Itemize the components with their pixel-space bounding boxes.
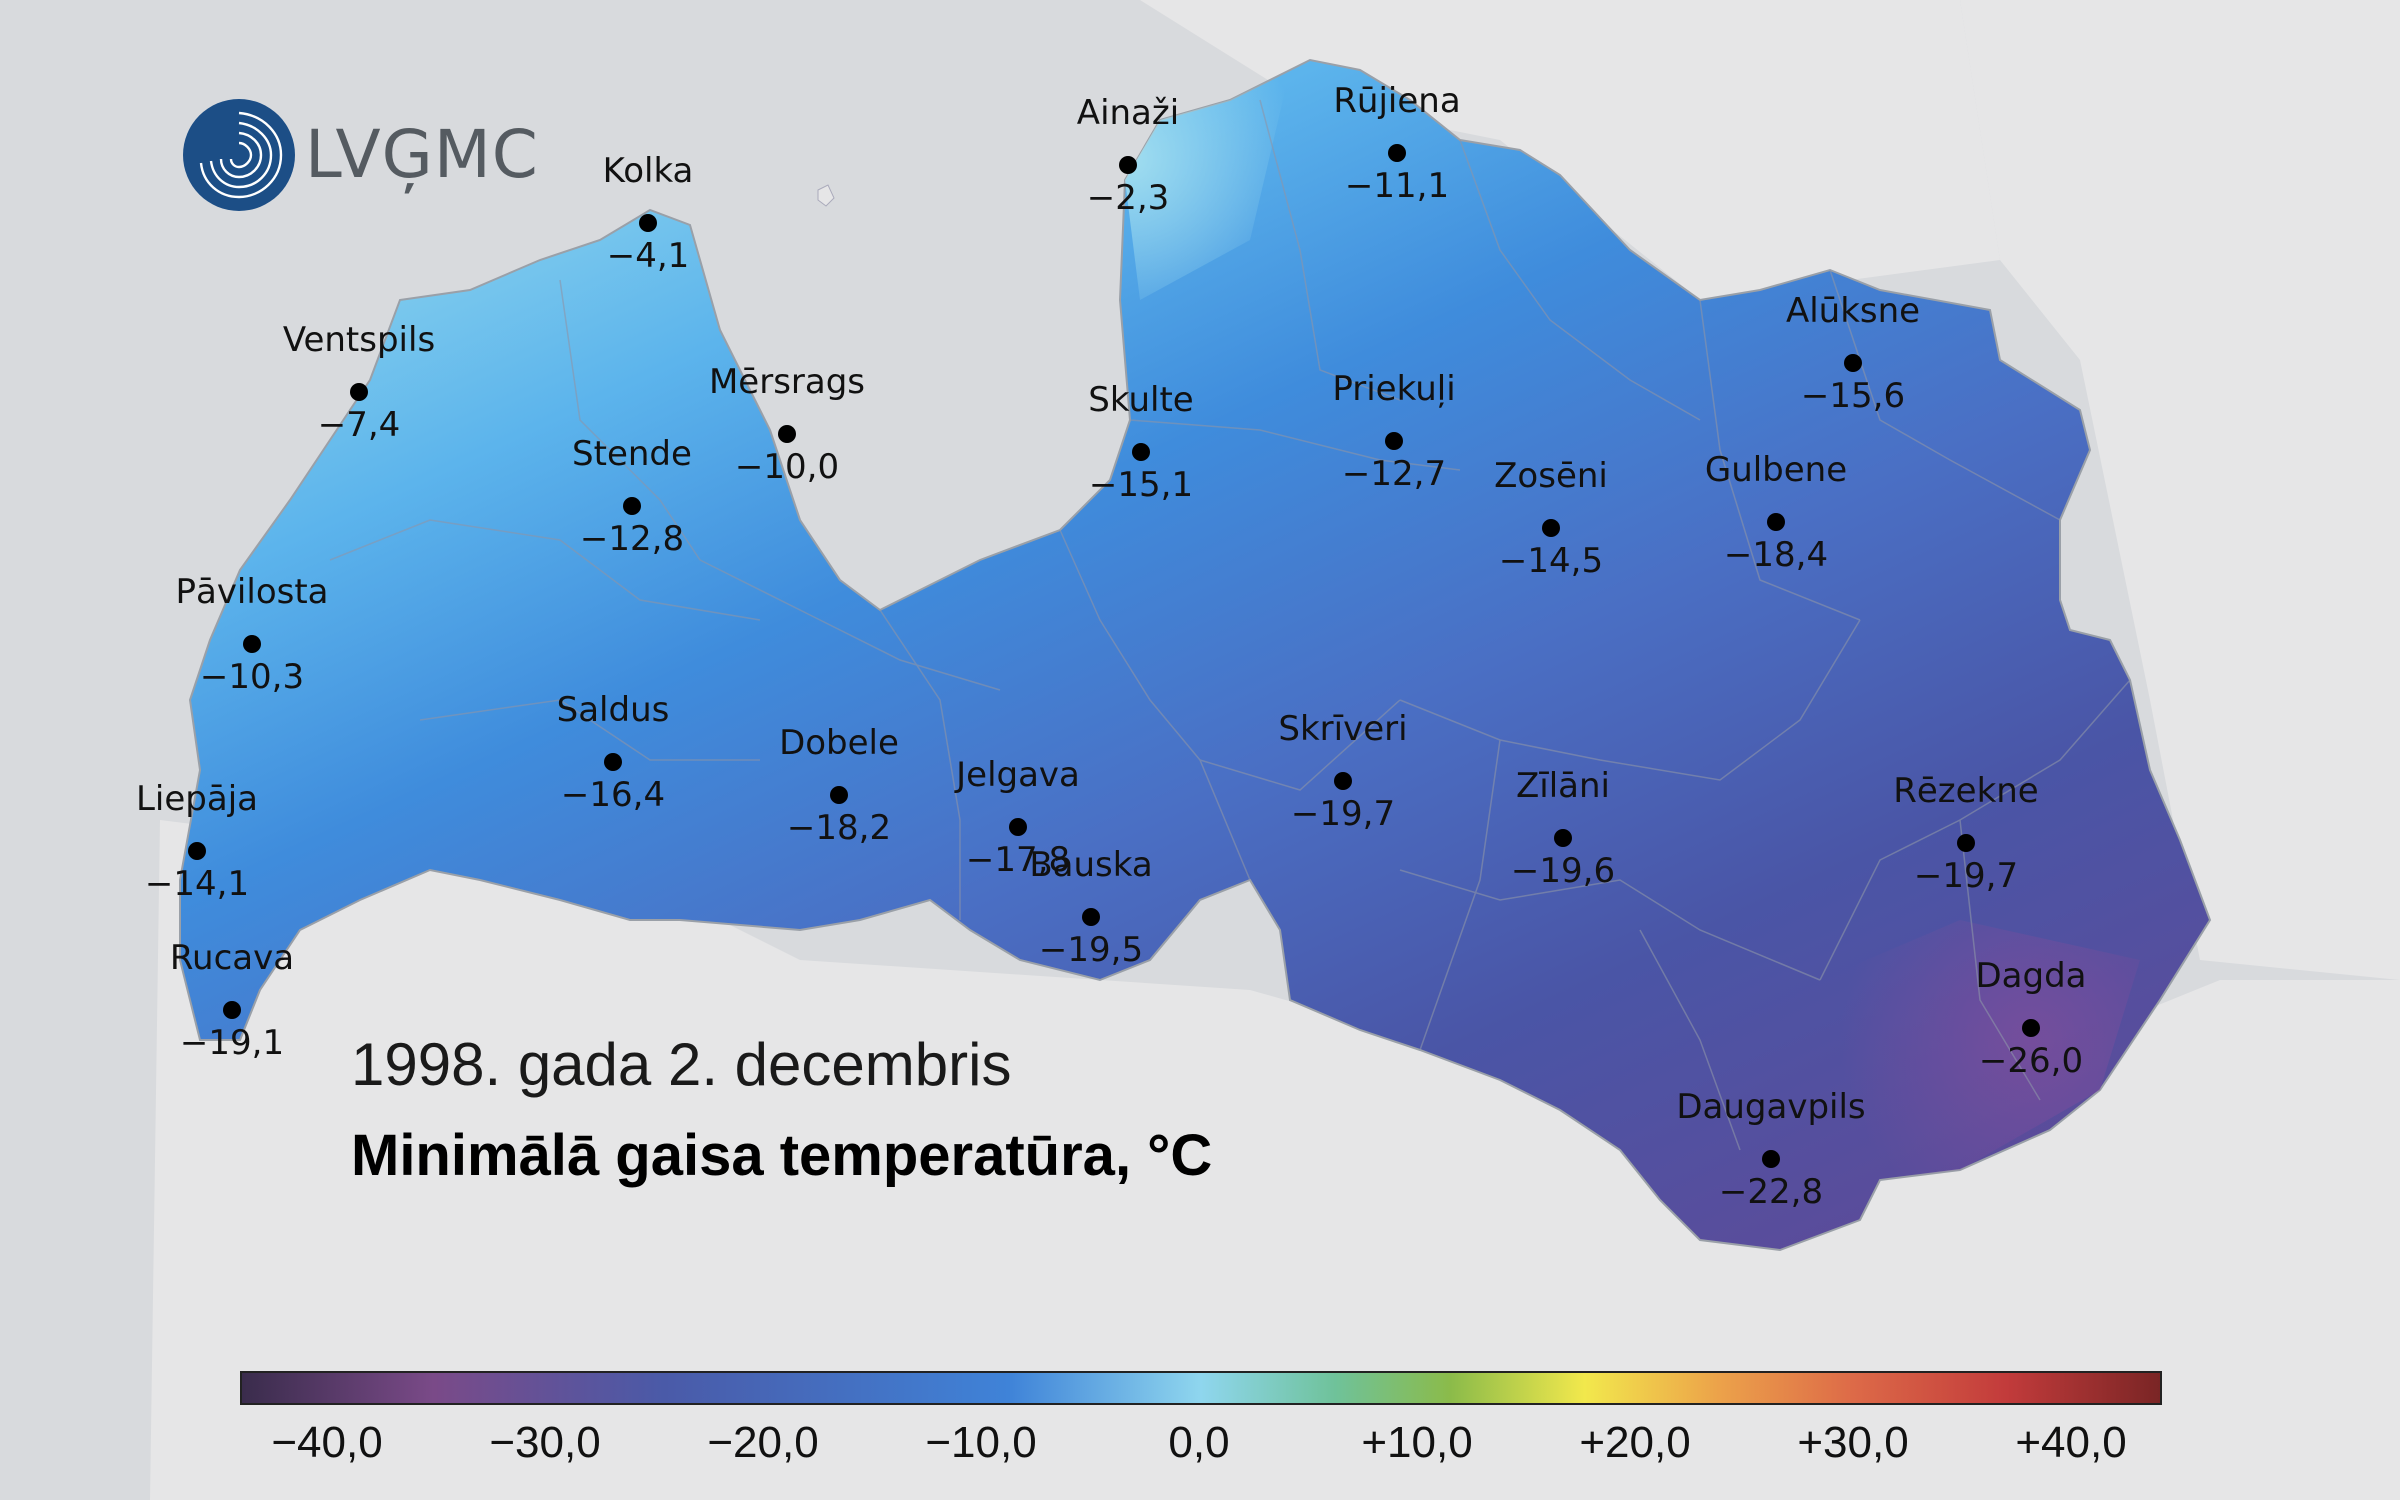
station-name: Dagda	[1975, 956, 2087, 996]
scale-tick-label: −30,0	[489, 1418, 601, 1467]
station-dot-icon	[1082, 908, 1100, 926]
station-dot-icon	[1334, 772, 1352, 790]
station-dot-icon	[1009, 818, 1027, 836]
station-dot-icon	[830, 786, 848, 804]
station-name: Stende	[572, 434, 692, 474]
scale-tick-label: −20,0	[707, 1418, 819, 1467]
station-temperature: −10,0	[734, 447, 840, 487]
station-name: Gulbene	[1704, 450, 1848, 490]
station-dot-icon	[1767, 513, 1785, 531]
station-name: Skulte	[1088, 380, 1194, 420]
station-temperature: −19,1	[179, 1023, 285, 1063]
station-name: Rūjiena	[1333, 81, 1461, 121]
station-name: Pāvilosta	[175, 572, 329, 612]
station-temperature: −22,8	[1718, 1172, 1824, 1212]
scale-tick-label: −10,0	[925, 1418, 1037, 1467]
municipality-borders	[329, 99, 2131, 1151]
station-temperature: −14,5	[1498, 541, 1604, 581]
station-dot-icon	[1554, 829, 1572, 847]
station-dot-icon	[2022, 1019, 2040, 1037]
station-name: Skrīveri	[1278, 709, 1408, 749]
station-dot-icon	[1385, 432, 1403, 450]
station-name: Bauska	[1029, 845, 1153, 885]
scale-tick-label: −40,0	[271, 1418, 383, 1467]
temperature-color-scale	[240, 1371, 2162, 1405]
station-dot-icon	[223, 1001, 241, 1019]
scale-tick-label: +20,0	[1579, 1418, 1691, 1467]
station-temperature: −15,1	[1088, 465, 1194, 505]
station-dot-icon	[1957, 834, 1975, 852]
logo-waves-icon	[199, 111, 283, 198]
station-temperature: −4,1	[606, 236, 690, 276]
station-dot-icon	[778, 425, 796, 443]
station-temperature: −14,1	[144, 864, 250, 904]
scale-tick-label: +40,0	[2015, 1418, 2127, 1467]
station-temperature: −12,7	[1341, 454, 1447, 494]
station-name: Rucava	[169, 938, 295, 978]
station-temperature: −19,7	[1290, 794, 1396, 834]
station-dot-icon	[1388, 144, 1406, 162]
scale-tick-label: +10,0	[1361, 1418, 1473, 1467]
station-dot-icon	[1542, 519, 1560, 537]
station-temperature: −26,0	[1978, 1041, 2084, 1081]
latvia-shape	[179, 58, 2212, 1252]
map-date: 1998. gada 2. decembris	[351, 1031, 1012, 1098]
neighbouring-land	[150, 820, 2400, 1500]
warm-coast-shading	[1125, 70, 1290, 300]
station-name: Kolka	[602, 151, 694, 191]
station-dot-icon	[623, 497, 641, 515]
station-name: Dobele	[779, 723, 899, 763]
logo-text: LVĢMC	[305, 116, 539, 193]
station-temperature: −16,4	[560, 775, 666, 815]
station-temperature: −12,8	[579, 519, 685, 559]
station-temperature: −19,5	[1038, 930, 1144, 970]
island	[817, 184, 835, 207]
station-name: Liepāja	[135, 779, 259, 819]
station-dot-icon	[243, 635, 261, 653]
station-name: Ainaži	[1076, 93, 1180, 133]
station-temperature: −19,7	[1913, 856, 2019, 896]
station-dot-icon	[188, 842, 206, 860]
station-dot-icon	[1762, 1150, 1780, 1168]
logo-emblem	[183, 98, 295, 211]
station-temperature: −17,8	[965, 840, 1071, 880]
station-name: Priekuļi	[1332, 369, 1456, 409]
station-name: Daugavpils	[1676, 1087, 1866, 1127]
station-name: Saldus	[556, 690, 670, 730]
station-dot-icon	[1119, 156, 1137, 174]
station-name: Zīlāni	[1515, 766, 1611, 806]
station-temperature: −18,2	[786, 808, 892, 848]
station-dot-icon	[1132, 443, 1150, 461]
station-name: Alūksne	[1785, 291, 1921, 331]
station-temperature: −15,6	[1800, 376, 1906, 416]
station-name: Jelgava	[956, 755, 1080, 795]
station-temperature: −2,3	[1086, 178, 1170, 218]
scale-tick-label: +30,0	[1797, 1418, 1909, 1467]
cold-area-shading	[1820, 920, 2140, 1180]
station-temperature: −19,6	[1510, 851, 1616, 891]
station-dot-icon	[1844, 354, 1862, 372]
station-temperature: −7,4	[317, 405, 401, 445]
station-name: Ventspils	[282, 320, 436, 360]
station-temperature: −18,4	[1723, 535, 1829, 575]
station-name: Rēzekne	[1893, 771, 2039, 811]
station-dot-icon	[639, 214, 657, 232]
station-name: Mērsrags	[708, 362, 866, 402]
map-title: Minimālā gaisa temperatūra, °C	[351, 1123, 1213, 1188]
station-temperature: −10,3	[199, 657, 305, 697]
scale-tick-label: 0,0	[1168, 1418, 1230, 1467]
station-dot-icon	[604, 753, 622, 771]
station-name: Zosēni	[1494, 456, 1608, 496]
station-temperature: −11,1	[1344, 166, 1450, 206]
neighbouring-land-east	[1960, 0, 2400, 980]
lvgmc-logo: LVĢMC	[183, 97, 539, 212]
station-dot-icon	[350, 383, 368, 401]
